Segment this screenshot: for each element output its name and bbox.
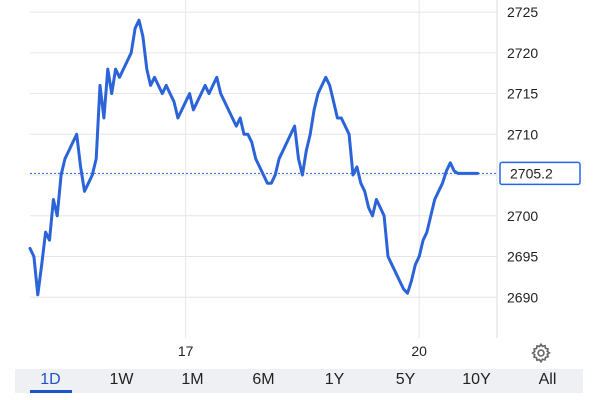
- x-axis: 17 20: [178, 343, 427, 359]
- gear-icon: [531, 342, 551, 364]
- grid-lines: [30, 0, 498, 338]
- range-tab-5y[interactable]: 5Y: [395, 371, 416, 388]
- current-price-value: 2705.2: [510, 165, 553, 181]
- y-tick-label: 2690: [507, 289, 538, 305]
- range-tab-1m[interactable]: 1M: [181, 371, 204, 388]
- y-tick-label: 2725: [507, 4, 538, 20]
- x-tick-label: 17: [178, 343, 194, 359]
- y-tick-label: 2700: [507, 208, 538, 224]
- range-tab-1y[interactable]: 1Y: [324, 371, 345, 388]
- y-tick-label: 2720: [507, 45, 538, 61]
- range-tab-1w[interactable]: 1W: [109, 371, 134, 388]
- price-series-line: [28, 18, 479, 297]
- x-tick-label: 20: [411, 343, 427, 359]
- y-axis: 27252720271527102705270026952690: [507, 4, 538, 305]
- range-tab-10y[interactable]: 10Y: [462, 371, 491, 388]
- current-price-tag: 2705.2: [499, 161, 581, 186]
- range-tab-6m[interactable]: 6M: [252, 371, 275, 388]
- y-tick-label: 2715: [507, 86, 538, 102]
- y-tick-label: 2710: [507, 126, 538, 142]
- y-tick-label: 2695: [507, 249, 538, 265]
- range-selector: 1D 1W 1M 6M 1Y 5Y 10Y All: [15, 369, 583, 393]
- range-tab-1d[interactable]: 1D: [15, 369, 86, 393]
- current-price-tag-box: [499, 161, 581, 186]
- chart-settings-button[interactable]: [530, 342, 552, 364]
- range-tab-all[interactable]: All: [538, 371, 557, 388]
